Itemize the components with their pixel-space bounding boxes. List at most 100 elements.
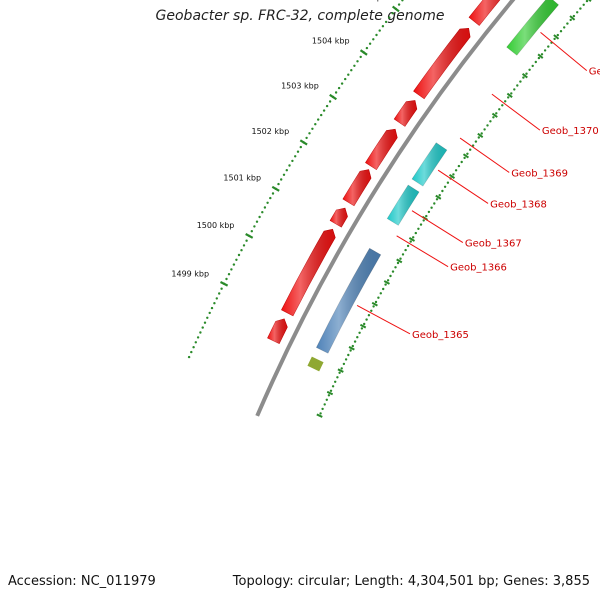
ruler-dot [397, 3, 401, 6]
ruler-dot [220, 287, 223, 290]
gene-label: Geob_1368 [490, 200, 547, 211]
ruler-dot [308, 132, 311, 135]
inner-ruler-dot [486, 124, 489, 127]
ruler-dot [344, 77, 347, 81]
accession-label: Accession: [8, 574, 77, 589]
inner-ruler-dot [528, 68, 531, 72]
ruler-tick [271, 185, 280, 192]
inner-ruler-tick [588, 0, 592, 2]
ruler-dot [199, 331, 202, 334]
ruler-dot [347, 73, 350, 76]
inner-ruler-dot [585, 0, 589, 3]
inner-ruler-dot [504, 100, 507, 103]
inner-ruler-dot [489, 120, 492, 123]
inner-ruler-dot [360, 327, 364, 330]
gene-label: Geob_1366 [450, 263, 507, 274]
ruler-tick-label: 1505 kbp [344, 0, 382, 2]
ruler-dot [356, 60, 359, 63]
topology-value: circular [297, 574, 346, 589]
ruler-dot [334, 91, 338, 94]
inner-ruler-tick [396, 258, 403, 264]
inner-ruler-dot [443, 185, 447, 188]
inner-ruler-dot [525, 72, 528, 75]
ruler-dot [263, 206, 267, 209]
forward-gene-gloss [267, 318, 288, 344]
inner-ruler-dot [457, 164, 461, 168]
inner-ruler-dot [399, 257, 402, 260]
inner-ruler-dot [349, 349, 352, 352]
ruler-dot [353, 64, 356, 68]
inner-ruler-dot [519, 80, 522, 83]
inner-ruler-tick [521, 73, 528, 79]
labeled-gene-gloss [506, 0, 559, 56]
gene-label: Geob_1367 [465, 239, 522, 250]
inner-ruler-dot [540, 53, 544, 56]
ruler-dot [378, 29, 381, 32]
inner-ruler-dot [556, 33, 559, 37]
inner-ruler-tick [435, 194, 442, 200]
ruler-dot [245, 239, 248, 242]
inner-ruler-dot [566, 22, 569, 25]
gene-label-line [437, 169, 489, 204]
ruler-tick [245, 233, 254, 239]
inner-ruler-dot [510, 92, 513, 95]
ruler-dot [266, 201, 269, 204]
ruler-dot [203, 321, 207, 324]
inner-ruler-dot [367, 314, 371, 317]
inner-ruler-dot [466, 152, 469, 155]
ruler-dot [192, 346, 195, 349]
gene-track[interactable] [267, 0, 579, 372]
ruler-dot [253, 225, 256, 228]
ruler-dot [227, 273, 231, 276]
inner-ruler-tick [462, 153, 470, 159]
inner-ruler-dot [327, 394, 331, 397]
ruler-dot [391, 12, 394, 15]
inner-ruler-dot [582, 3, 585, 6]
forward-gene-gloss [330, 208, 348, 228]
inner-ruler-dot [329, 389, 333, 392]
ruler-dot [280, 178, 283, 181]
ruler-dot [187, 355, 191, 359]
inner-ruler-tick [316, 413, 323, 418]
inner-ruler-dot [406, 244, 410, 248]
ruler-dot [350, 69, 353, 72]
backbone-circle [255, 0, 516, 417]
inner-ruler-dot [389, 274, 392, 278]
ruler-tick [299, 139, 308, 146]
ruler-dot [337, 86, 341, 90]
ruler-dot [242, 244, 246, 247]
inner-ruler-tick [491, 112, 498, 118]
inner-ruler-dot [492, 116, 495, 119]
ruler-tick-label: 1504 kbp [312, 37, 350, 46]
inner-ruler-dot [547, 45, 550, 48]
ruler-dot [271, 192, 275, 195]
inner-ruler-dot [384, 283, 387, 286]
inner-ruler-dot [363, 322, 366, 326]
inner-ruler-dot [569, 18, 572, 22]
ruler: 1499 kbp 1500 kbp 1501 kbp 1502 kbp 1503 kbp… [171, 0, 592, 418]
gene-labels: Geob_1365 Geob_1366 Geob_1367 Geob_1368 Geob… [356, 31, 600, 341]
labeled-gene-gloss [387, 185, 420, 226]
ruler-dot [365, 46, 369, 50]
inner-ruler-dot [435, 198, 439, 201]
inner-ruler-dot [522, 76, 525, 79]
inner-ruler-dot [340, 367, 343, 370]
inner-ruler-tick [348, 346, 355, 351]
map-title: Geobacter sp. FRC-32, complete genome [155, 8, 445, 24]
inner-ruler-dot [347, 353, 350, 357]
ruler-dot [401, 0, 404, 2]
inner-ruler-dot [422, 219, 425, 222]
inner-ruler-dot [507, 96, 510, 99]
inner-ruler-dot [579, 7, 582, 10]
forward-gene-gloss [469, 0, 500, 26]
inner-ruler-tick [537, 53, 544, 59]
inner-ruler-dot [559, 30, 563, 33]
inner-ruler-dot [553, 37, 556, 41]
ruler-dot [317, 118, 320, 121]
ruler-dot [269, 196, 272, 200]
inner-ruler-dot [409, 240, 412, 243]
ruler-dot [190, 350, 193, 354]
inner-ruler-dot [480, 132, 483, 135]
ruler-dot [372, 38, 375, 41]
